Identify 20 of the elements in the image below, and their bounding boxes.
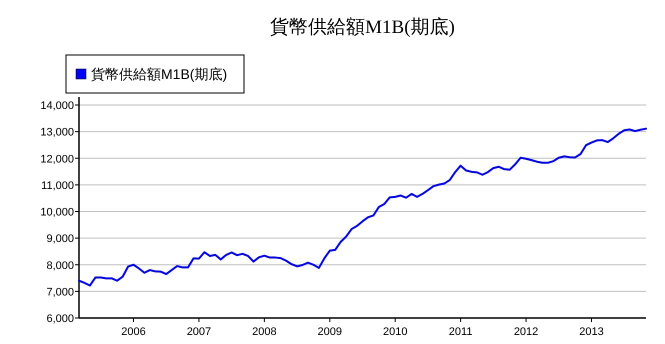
y-tick-label: 11,000	[41, 180, 74, 192]
y-tick-label: 6,000	[46, 313, 74, 325]
x-tick-label: 2011	[448, 326, 472, 338]
line-series	[78, 128, 647, 287]
y-tick-label: 10,000	[40, 206, 74, 218]
y-tick-label: 12,000	[40, 153, 74, 166]
x-tick-label: 2013	[579, 326, 604, 338]
x-tick-label: 2012	[514, 326, 538, 338]
legend-label: 貨幣供給額M1B(期底)	[91, 66, 228, 82]
y-tick-label: 7,000	[46, 286, 74, 298]
y-tick-label: 13,000	[40, 126, 74, 139]
x-tick-label: 2006	[121, 326, 146, 338]
y-tick-label: 8,000	[46, 260, 74, 272]
y-tick-label: 14,000	[40, 100, 74, 112]
x-tick-label: 2007	[186, 326, 212, 338]
x-tick-label: 2010	[382, 326, 408, 338]
x-tick-label: 2009	[318, 326, 342, 338]
chart-title: 貨幣供給額M1B(期底)	[270, 16, 455, 38]
x-tick-label: 2008	[252, 326, 277, 338]
y-tick-label: 9,000	[46, 233, 74, 246]
